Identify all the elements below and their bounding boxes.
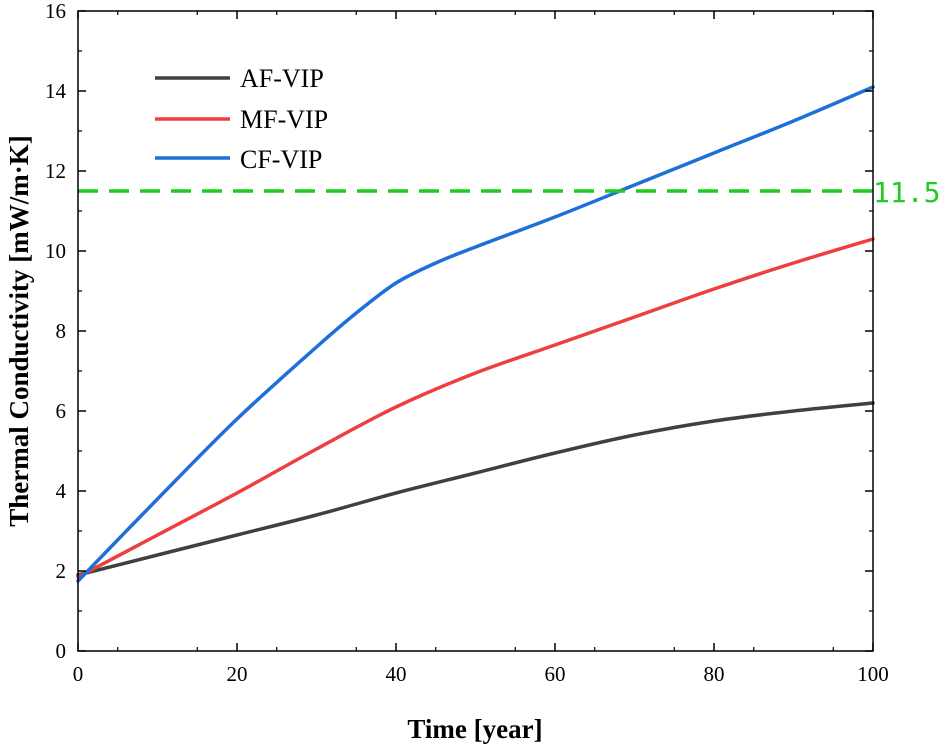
plot-frame bbox=[77, 10, 874, 652]
y-tick-label: 4 bbox=[56, 479, 67, 503]
x-axis-title: Time [year] bbox=[407, 714, 542, 744]
series-line-mf-vip bbox=[76, 237, 875, 579]
x-tick-label: 40 bbox=[386, 662, 407, 686]
y-tick-label: 6 bbox=[56, 399, 67, 423]
legend-label-af-vip: AF-VIP bbox=[240, 64, 324, 93]
reference-line-label: 11.5 bbox=[873, 176, 939, 209]
x-tick-label: 20 bbox=[227, 662, 248, 686]
series-layer bbox=[76, 85, 875, 583]
legend-label-cf-vip: CF-VIP bbox=[240, 145, 322, 174]
legend-item-cf-vip: CF-VIP bbox=[155, 145, 322, 174]
series-line-cf-vip bbox=[76, 85, 875, 583]
x-tick-label: 60 bbox=[545, 662, 566, 686]
y-tick-label: 12 bbox=[45, 159, 66, 183]
axes-layer bbox=[77, 10, 874, 652]
y-tick-label: 14 bbox=[45, 79, 67, 103]
x-tick-label: 80 bbox=[704, 662, 725, 686]
legend-label-mf-vip: MF-VIP bbox=[240, 105, 328, 134]
y-tick-label: 2 bbox=[56, 559, 67, 583]
y-tick-label: 0 bbox=[56, 639, 67, 663]
legend-item-mf-vip: MF-VIP bbox=[155, 105, 328, 134]
ticks-layer: 0 20 40 60 80 100 0 2 4 6 8 10 12 14 16 bbox=[45, 0, 889, 686]
legend: AF-VIP MF-VIP CF-VIP bbox=[155, 64, 328, 174]
y-tick-label: 10 bbox=[45, 239, 66, 263]
y-tick-label: 16 bbox=[45, 0, 66, 23]
y-tick-label: 8 bbox=[56, 319, 67, 343]
x-tick-label: 100 bbox=[857, 662, 889, 686]
y-axis-title: Thermal Conductivity [mW/m·K] bbox=[4, 135, 34, 526]
series-line-af-vip bbox=[76, 401, 875, 577]
legend-item-af-vip: AF-VIP bbox=[155, 64, 324, 93]
x-tick-label: 0 bbox=[73, 662, 84, 686]
